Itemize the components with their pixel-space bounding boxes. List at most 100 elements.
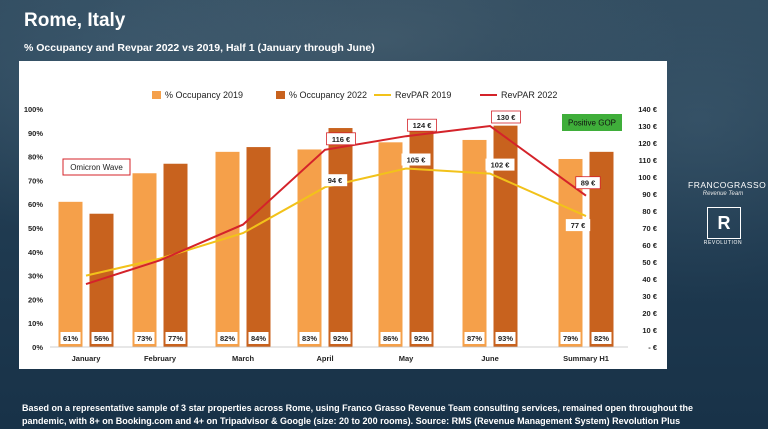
- annotations: Omicron Wave Positive GOP: [62, 114, 622, 176]
- omicron-wave-box: [62, 158, 131, 176]
- bar-value-label: 92%: [414, 334, 429, 343]
- lines: [85, 124, 587, 286]
- point-label-box: [401, 153, 431, 166]
- bar-label-box: [495, 332, 516, 344]
- point-label: 130 €: [497, 113, 517, 122]
- left-tick-label: 80%: [28, 153, 43, 162]
- point-label-box: [407, 118, 437, 132]
- point-label: 77 €: [571, 221, 586, 230]
- bar-occupancy-2019: [462, 139, 487, 347]
- bar-value-label: 56%: [94, 334, 109, 343]
- legend: % Occupancy 2019 % Occupancy 2022 RevPAR 2…: [152, 90, 557, 100]
- left-tick-label: 30%: [28, 272, 43, 281]
- bar-label-box: [248, 332, 269, 344]
- legend-label: % Occupancy 2019: [165, 90, 243, 100]
- positive-gop-box: [562, 114, 622, 131]
- right-tick-label: 80 €: [642, 207, 657, 216]
- right-tick-label: 50 €: [642, 258, 657, 267]
- bar-value-label: 92%: [333, 334, 348, 343]
- brand-tagline: Revenue Team: [702, 191, 744, 197]
- point-label-box: [491, 110, 521, 124]
- bar-label-box: [330, 332, 351, 344]
- legend-swatch: [276, 91, 285, 99]
- bar-label-box: [591, 332, 612, 344]
- x-axis: January February March April May June Summary …: [50, 346, 628, 363]
- page-subtitle: % Occupancy and Revpar 2022 vs 2019, Hal…: [24, 42, 375, 54]
- left-tick-label: 100%: [24, 105, 44, 114]
- left-tick-label: 60%: [28, 200, 43, 209]
- legend-label: RevPAR 2019: [395, 90, 451, 100]
- bar-value-label: 73%: [137, 334, 152, 343]
- page-title: Rome, Italy: [24, 10, 126, 31]
- right-tick-label: 110 €: [639, 156, 658, 165]
- right-tick-label: 100 €: [638, 173, 658, 182]
- category-label: Summary H1: [563, 354, 609, 363]
- bar-value-label: 93%: [498, 334, 513, 343]
- revpar-2019-line: [85, 167, 587, 277]
- left-tick-label: 90%: [28, 129, 43, 138]
- category-label: February: [144, 354, 177, 363]
- right-axis: - € 10 € 20 € 30 € 40 € 50 € 60 € 70 € 80 € 90 € 1…: [638, 105, 658, 352]
- footer-line-1: Based on a representative sample of 3 st…: [22, 403, 694, 413]
- bar-label-box: [60, 332, 81, 344]
- legend-swatch: [152, 91, 161, 99]
- point-label: 116 €: [332, 135, 351, 144]
- point-label-box: [575, 176, 601, 190]
- bar-value-label: 83%: [302, 334, 317, 343]
- footer-line-2: pandemic, with 8+ on Booking.com and 4+ …: [22, 416, 681, 426]
- bar-occupancy-2019: [297, 149, 322, 347]
- point-label: 89 €: [581, 179, 596, 188]
- point-label: 124 €: [413, 121, 433, 130]
- left-tick-label: 50%: [28, 224, 43, 233]
- right-tick-label: 10 €: [642, 326, 657, 335]
- bar-value-label: 61%: [63, 334, 78, 343]
- bar-occupancy-2022: [163, 163, 188, 347]
- bar-label-box: [134, 332, 155, 344]
- revolution-logo: R: [707, 207, 741, 239]
- bar-occupancy-2022: [246, 147, 271, 347]
- right-tick-label: 70 €: [642, 224, 657, 233]
- right-tick-label: 120 €: [638, 139, 658, 148]
- category-label: June: [481, 354, 499, 363]
- bar-value-label: 87%: [467, 334, 482, 343]
- point-label-box: [485, 158, 515, 171]
- left-tick-label: 0%: [32, 343, 43, 352]
- legend-label: % Occupancy 2022: [289, 90, 367, 100]
- left-tick-label: 10%: [28, 319, 43, 328]
- omicron-wave-label: Omicron Wave: [70, 163, 123, 172]
- bar-label-box: [560, 332, 581, 344]
- footer-note: Based on a representative sample of 3 st…: [22, 402, 752, 428]
- bar-occupancy-2019: [58, 201, 83, 347]
- bar-label-box: [165, 332, 186, 344]
- bars: 61% 56% 73% 77% 82% 84% 83% 92% 86% 92% 87% 93% 79% 8…: [58, 125, 614, 347]
- category-label: May: [399, 354, 414, 363]
- right-tick-label: 130 €: [638, 122, 658, 131]
- bar-value-label: 84%: [251, 334, 266, 343]
- right-tick-label: 20 €: [642, 309, 657, 318]
- bar-label-box: [411, 332, 432, 344]
- bar-occupancy-2022: [89, 213, 114, 347]
- point-label: 102 €: [491, 161, 511, 170]
- revolution-logo-label: REVOLUTION: [703, 240, 743, 246]
- point-label: 105 €: [407, 156, 427, 165]
- bar-value-label: 77%: [168, 334, 183, 343]
- point-label: 94 €: [328, 176, 343, 185]
- right-tick-label: - €: [648, 343, 658, 352]
- right-tick-label: 90 €: [642, 190, 657, 199]
- data-labels: 94 € 105 € 102 € 77 € 116 € 124 € 130 € 89 €: [322, 110, 601, 232]
- left-axis: 0% 10% 20% 30% 40% 50% 60% 70% 80% 90% 100%: [24, 105, 44, 352]
- bar-occupancy-2019: [378, 142, 403, 347]
- bar-label-box: [299, 332, 320, 344]
- point-label-box: [565, 219, 591, 232]
- bar-occupancy-2019: [215, 151, 240, 347]
- revpar-2022-line: [85, 124, 587, 286]
- brand-name: FRANCOGRASSO: [688, 180, 767, 190]
- category-label: January: [72, 354, 102, 363]
- bar-label-box: [380, 332, 401, 344]
- bar-value-label: 86%: [383, 334, 398, 343]
- left-tick-label: 40%: [28, 248, 43, 257]
- right-tick-label: 60 €: [642, 241, 657, 250]
- point-label-box: [326, 132, 356, 146]
- bar-value-label: 79%: [563, 334, 578, 343]
